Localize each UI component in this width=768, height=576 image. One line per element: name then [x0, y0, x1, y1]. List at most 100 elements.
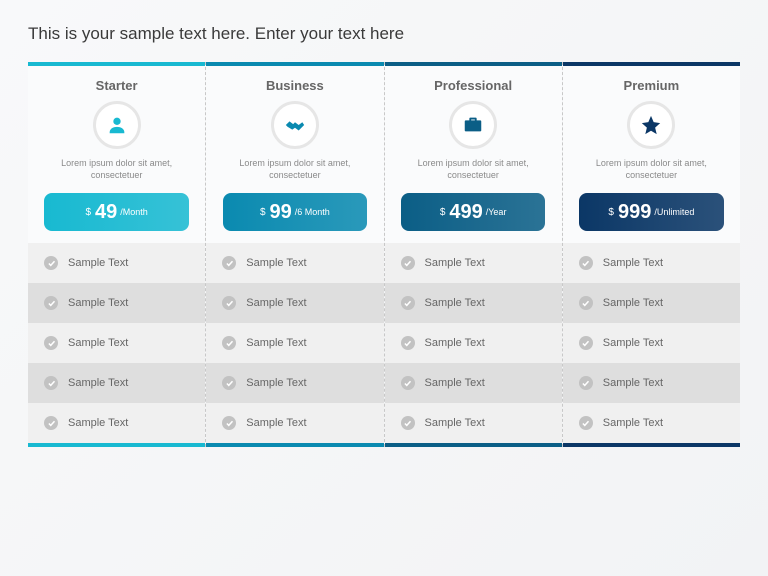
check-icon — [401, 376, 415, 390]
check-icon — [579, 256, 593, 270]
check-icon — [44, 256, 58, 270]
plan-bottom-bar — [563, 443, 740, 447]
feature-row: Sample Text — [28, 363, 205, 403]
plan-name: Business — [216, 78, 373, 93]
feature-text: Sample Text — [603, 377, 663, 389]
feature-text: Sample Text — [246, 417, 306, 429]
check-icon — [44, 296, 58, 310]
price-button[interactable]: $499/Year — [401, 193, 546, 231]
check-icon — [401, 256, 415, 270]
feature-text: Sample Text — [425, 417, 485, 429]
feature-row: Sample Text — [28, 403, 205, 443]
check-icon — [222, 336, 236, 350]
price-button[interactable]: $999/Unlimited — [579, 193, 724, 231]
plan-bottom-bar — [206, 443, 383, 447]
plan-header: PremiumLorem ipsum dolor sit amet, conse… — [563, 66, 740, 243]
feature-row: Sample Text — [385, 363, 562, 403]
check-icon — [222, 416, 236, 430]
feature-row: Sample Text — [206, 283, 383, 323]
handshake-icon — [271, 101, 319, 149]
feature-row: Sample Text — [385, 323, 562, 363]
plan-column-business: Business Lorem ipsum dolor sit amet, cons… — [206, 62, 384, 447]
page-title: This is your sample text here. Enter you… — [28, 24, 740, 44]
check-icon — [579, 336, 593, 350]
currency: $ — [260, 207, 266, 218]
plan-bottom-bar — [385, 443, 562, 447]
feature-row: Sample Text — [563, 323, 740, 363]
price-amount: 999 — [618, 201, 651, 224]
feature-row: Sample Text — [28, 283, 205, 323]
feature-list: Sample Text Sample Text Sample Text Sample … — [206, 243, 383, 443]
plan-description: Lorem ipsum dolor sit amet, consectetuer — [216, 157, 373, 181]
plan-name: Starter — [38, 78, 195, 93]
feature-text: Sample Text — [68, 257, 128, 269]
price-button[interactable]: $49/Month — [44, 193, 189, 231]
price-amount: 49 — [95, 201, 117, 224]
feature-text: Sample Text — [68, 337, 128, 349]
feature-text: Sample Text — [68, 297, 128, 309]
plan-column-premium: PremiumLorem ipsum dolor sit amet, conse… — [563, 62, 740, 447]
plan-description: Lorem ipsum dolor sit amet, consectetuer — [38, 157, 195, 181]
feature-text: Sample Text — [603, 337, 663, 349]
check-icon — [401, 416, 415, 430]
currency: $ — [85, 207, 91, 218]
plan-column-starter: Starter Lorem ipsum dolor sit amet, conse… — [28, 62, 206, 447]
plan-header: Professional Lorem ipsum dolor sit amet, … — [385, 66, 562, 243]
feature-text: Sample Text — [425, 337, 485, 349]
check-icon — [44, 336, 58, 350]
price-period: /6 Month — [295, 207, 330, 217]
plan-bottom-bar — [28, 443, 205, 447]
plan-header: Business Lorem ipsum dolor sit amet, cons… — [206, 66, 383, 243]
feature-text: Sample Text — [425, 377, 485, 389]
plan-name: Professional — [395, 78, 552, 93]
check-icon — [222, 256, 236, 270]
price-amount: 99 — [270, 201, 292, 224]
feature-row: Sample Text — [206, 403, 383, 443]
feature-row: Sample Text — [206, 323, 383, 363]
feature-text: Sample Text — [246, 297, 306, 309]
feature-list: Sample Text Sample Text Sample Text Sample … — [28, 243, 205, 443]
check-icon — [44, 416, 58, 430]
price-amount: 499 — [449, 201, 482, 224]
check-icon — [401, 296, 415, 310]
check-icon — [222, 296, 236, 310]
feature-row: Sample Text — [563, 243, 740, 283]
plan-description: Lorem ipsum dolor sit amet, consectetuer — [573, 157, 730, 181]
price-button[interactable]: $99/6 Month — [223, 193, 368, 231]
feature-text: Sample Text — [425, 257, 485, 269]
feature-row: Sample Text — [385, 243, 562, 283]
person-icon — [93, 101, 141, 149]
plan-description: Lorem ipsum dolor sit amet, consectetuer — [395, 157, 552, 181]
feature-list: Sample Text Sample Text Sample Text Sample … — [563, 243, 740, 443]
feature-row: Sample Text — [385, 403, 562, 443]
price-period: /Month — [120, 207, 148, 217]
check-icon — [44, 376, 58, 390]
feature-text: Sample Text — [603, 297, 663, 309]
check-icon — [401, 336, 415, 350]
plan-header: Starter Lorem ipsum dolor sit amet, conse… — [28, 66, 205, 243]
currency: $ — [440, 207, 446, 218]
check-icon — [579, 416, 593, 430]
feature-text: Sample Text — [246, 377, 306, 389]
feature-text: Sample Text — [425, 297, 485, 309]
feature-text: Sample Text — [246, 257, 306, 269]
check-icon — [222, 376, 236, 390]
feature-list: Sample Text Sample Text Sample Text Sample … — [385, 243, 562, 443]
feature-row: Sample Text — [206, 243, 383, 283]
check-icon — [579, 376, 593, 390]
feature-row: Sample Text — [563, 283, 740, 323]
feature-row: Sample Text — [563, 403, 740, 443]
feature-row: Sample Text — [563, 363, 740, 403]
briefcase-icon — [449, 101, 497, 149]
star-icon — [627, 101, 675, 149]
feature-text: Sample Text — [246, 337, 306, 349]
feature-text: Sample Text — [68, 377, 128, 389]
check-icon — [579, 296, 593, 310]
price-period: /Year — [486, 207, 507, 217]
currency: $ — [608, 207, 614, 218]
pricing-grid: Starter Lorem ipsum dolor sit amet, conse… — [28, 62, 740, 447]
feature-text: Sample Text — [68, 417, 128, 429]
feature-row: Sample Text — [385, 283, 562, 323]
feature-text: Sample Text — [603, 417, 663, 429]
plan-column-professional: Professional Lorem ipsum dolor sit amet, … — [385, 62, 563, 447]
